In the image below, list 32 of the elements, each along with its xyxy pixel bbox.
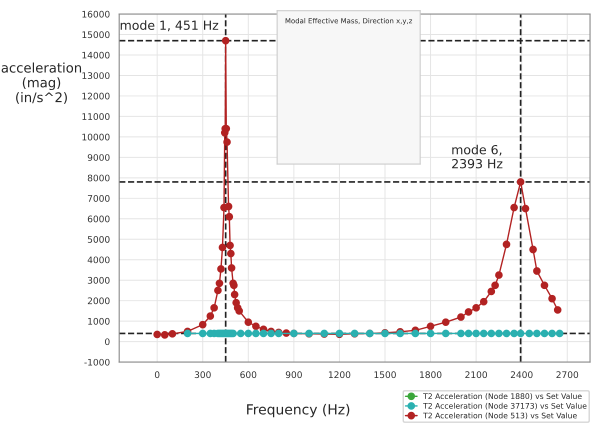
y-tick-label: 5000	[88, 236, 110, 243]
x-tick-label: 1800	[420, 371, 442, 378]
y-tick-label: 2000	[88, 297, 110, 304]
x-tick-label: 900	[286, 371, 302, 378]
y-tick-label: 1000	[88, 318, 110, 325]
annotation: mode 1, 451 Hz	[120, 20, 218, 32]
x-tick-label: 1500	[374, 371, 396, 378]
y-tick-label: 14000	[82, 52, 110, 59]
x-tick-label: 2100	[465, 371, 488, 378]
annotation: mode 6, 2393 Hz	[452, 144, 502, 168]
y-tick-label: 16000	[82, 10, 110, 18]
y-tick-label: -1000	[84, 358, 110, 366]
x-tick-label: 1200	[328, 371, 350, 378]
y-tick-label: 4000	[88, 256, 110, 264]
y-tick-label: 15000	[82, 31, 110, 38]
y-tick-label: 7000	[88, 195, 110, 202]
y-tick-label: 13000	[82, 72, 110, 80]
y-tick-label: 12000	[82, 92, 110, 100]
y-tick-label: 10000	[82, 134, 110, 140]
x-tick-label: 0	[154, 371, 160, 378]
y-tick-label: 9000	[88, 154, 110, 161]
y-tick-label: 3000	[88, 276, 110, 284]
y-tick-label: 0	[105, 338, 110, 346]
x-axis-title: Frequency (Hz)	[247, 404, 350, 418]
x-tick-label: 2700	[556, 371, 578, 378]
y-axis-title: acceleration (mag) (in/s^2)	[2, 62, 82, 104]
y-tick-label: 11000	[82, 113, 110, 120]
y-tick-label: 6000	[88, 216, 110, 222]
x-tick-label: 300	[194, 371, 211, 378]
y-tick-label: 8000	[88, 174, 110, 182]
x-tick-label: 600	[240, 371, 256, 378]
x-tick-label: 2400	[510, 371, 533, 378]
